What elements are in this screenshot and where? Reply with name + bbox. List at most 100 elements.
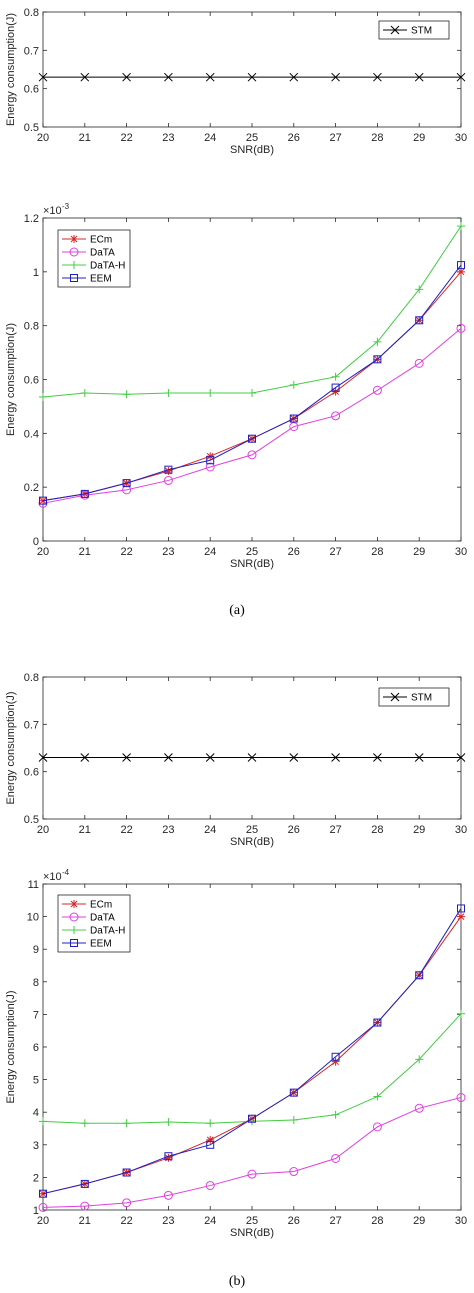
- data-point-eem: [80, 489, 89, 498]
- data-point-data-h: [289, 1116, 298, 1125]
- series-data: [38, 1093, 466, 1212]
- x-tick-label: 29: [413, 1215, 425, 1227]
- legend-marker: [70, 926, 78, 934]
- legend-label: STM: [411, 693, 432, 704]
- x-tick-label: 21: [79, 546, 91, 558]
- legend: ECm DaTA DaTA-H EEM: [57, 229, 131, 288]
- y-tick-label: 0.8: [24, 321, 39, 333]
- legend-marker: [70, 900, 78, 908]
- x-tick-label: 24: [204, 546, 216, 558]
- data-point-eem: [39, 496, 47, 505]
- x-tick-label: 24: [204, 1215, 216, 1227]
- data-point-data: [122, 1198, 132, 1208]
- data-point-eem: [164, 1152, 173, 1161]
- chart-panel-b-bottom: 20 21 22 23 24 25 26 27 28 29 301234567891011SNR(d…: [5, 868, 467, 1239]
- y-tick-label: 0.5: [24, 122, 39, 134]
- data-point-ecm: [164, 1153, 173, 1162]
- data-point-stm: [247, 72, 257, 82]
- series-eem: [39, 261, 465, 505]
- data-point-data: [163, 1190, 173, 1200]
- legend-label: STM: [411, 26, 432, 37]
- x-tick-label: 20: [37, 546, 49, 558]
- data-point-data: [372, 1122, 382, 1132]
- y-axis-label: Energy consumption(J): [5, 13, 17, 126]
- y-tick-label: 5: [33, 1075, 39, 1087]
- data-point-ecm: [206, 452, 215, 461]
- data-point-stm: [205, 72, 215, 82]
- data-point-stm: [164, 753, 173, 762]
- legend-label: DaTA: [90, 248, 115, 259]
- axis-multiplier-exponent: -3: [62, 202, 70, 211]
- y-tick-label: 0.2: [24, 482, 39, 494]
- x-tick-label: 26: [288, 132, 300, 144]
- legend-label: EEM: [90, 939, 112, 950]
- y-tick-label: 1.2: [24, 213, 39, 225]
- x-tick-label: 23: [162, 546, 174, 558]
- data-point-data-h: [373, 1092, 382, 1101]
- series-data-h: [39, 222, 465, 401]
- series-line-data: [42, 1097, 462, 1208]
- data-point-data-h: [457, 1009, 465, 1018]
- data-point-eem: [415, 316, 424, 325]
- y-axis-label: Energy consumption(J): [5, 990, 17, 1103]
- y-tick-label: 8: [33, 977, 39, 989]
- y-tick-label: 0.6: [24, 84, 39, 96]
- x-tick-label: 25: [246, 824, 258, 836]
- data-point-data: [414, 358, 424, 368]
- y-tick-label: 9: [33, 944, 39, 956]
- series-line-eem: [42, 908, 462, 1195]
- y-tick-label: 0.8: [24, 7, 39, 19]
- data-point-data-h: [373, 337, 382, 346]
- data-point-data: [80, 1201, 90, 1211]
- x-tick-label: 28: [371, 132, 383, 144]
- legend-marker: [70, 939, 78, 947]
- data-point-stm: [38, 72, 48, 82]
- y-axis-label: Energy consumption(J): [5, 691, 17, 804]
- data-point-stm: [331, 753, 340, 762]
- data-point-data-h: [39, 392, 47, 401]
- y-tick-label: 2: [33, 1172, 39, 1184]
- axis-multiplier-exponent: -4: [62, 868, 70, 877]
- y-tick-label: 6: [33, 1042, 39, 1054]
- axis-multiplier: ×10: [43, 205, 62, 217]
- legend: STM: [378, 687, 450, 707]
- y-tick-label: 0.6: [24, 767, 39, 779]
- data-point-data-h: [248, 388, 256, 397]
- x-tick-label: 26: [288, 546, 300, 558]
- data-point-stm: [38, 753, 48, 762]
- data-point-data: [38, 1202, 48, 1212]
- data-point-data: [247, 450, 257, 460]
- x-tick-label: 29: [413, 132, 425, 144]
- data-point-eem: [289, 414, 298, 423]
- x-tick-label: 30: [455, 1215, 467, 1227]
- data-point-eem: [415, 971, 424, 980]
- data-point-data: [372, 385, 382, 395]
- data-point-data-h: [415, 285, 424, 294]
- y-tick-label: 11: [28, 879, 39, 891]
- x-tick-label: 27: [329, 824, 341, 836]
- data-point-stm: [373, 753, 382, 762]
- x-tick-label: 25: [246, 132, 258, 144]
- data-point-eem: [331, 383, 340, 392]
- x-tick-label: 25: [246, 546, 258, 558]
- data-point-data-h: [331, 372, 340, 381]
- series-stm: [38, 753, 466, 762]
- legend-label: EEM: [90, 274, 112, 285]
- chart-panel-a-top: 20 21 22 23 24 25 26 27 28 29 30 0.5 0.6 0.7 0.8 SNR(dB…: [5, 7, 467, 156]
- data-point-stm: [331, 72, 340, 82]
- y-tick-label: 0.5: [24, 814, 39, 826]
- x-tick-label: 22: [120, 546, 132, 558]
- x-tick-label: 23: [162, 1215, 174, 1227]
- x-tick-label: 29: [413, 546, 425, 558]
- data-point-data: [289, 1167, 299, 1177]
- x-tick-label: 27: [329, 1215, 341, 1227]
- data-point-data-h: [206, 1119, 215, 1128]
- legend-label: ECm: [90, 900, 112, 911]
- data-point-stm: [289, 72, 299, 82]
- x-tick-label: 26: [288, 1215, 300, 1227]
- x-tick-label: 30: [455, 824, 467, 836]
- x-tick-label: 24: [204, 824, 216, 836]
- y-tick-label: 0.7: [24, 719, 39, 731]
- legend-marker: [70, 261, 78, 269]
